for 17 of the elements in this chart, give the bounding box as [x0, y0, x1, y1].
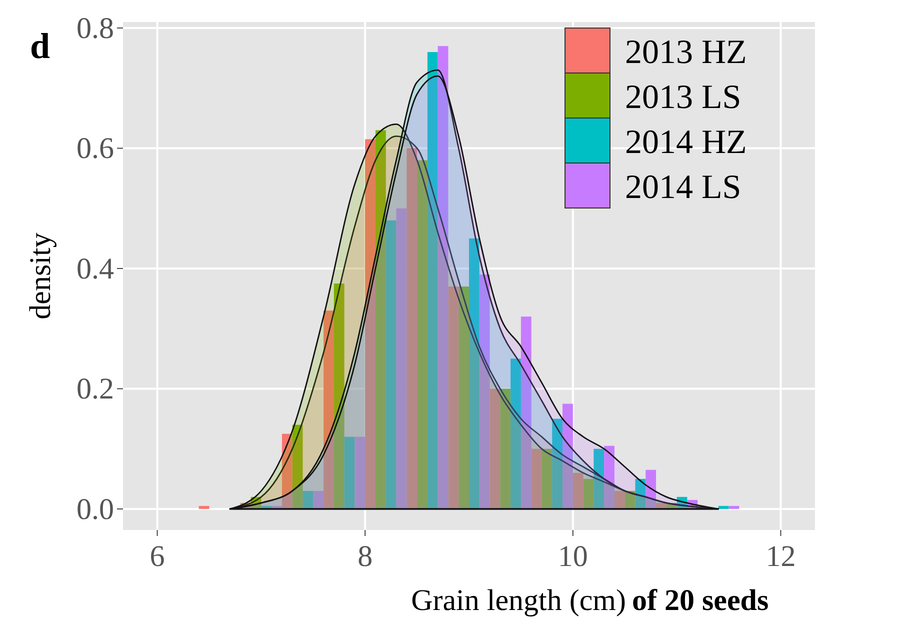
x-tick-label: 12	[766, 540, 796, 573]
chart-title: d	[30, 26, 50, 66]
y-tick-label: 0.0	[76, 492, 114, 526]
y-tick-label: 0.2	[76, 372, 114, 406]
x-axis-title: Grain length (cm)	[411, 584, 626, 617]
text: of 20 seeds	[632, 584, 769, 617]
legend-label: 2013 LS	[625, 79, 742, 116]
legend-label: 2014 LS	[625, 169, 742, 206]
y-tick-label: 0.4	[76, 252, 114, 286]
y-axis-title: density	[24, 232, 57, 320]
x-tick-label: 10	[558, 540, 588, 573]
x-tick-label: 6	[150, 540, 165, 573]
x-tick-label: 8	[358, 540, 373, 573]
legend-label: 2014 HZ	[625, 124, 747, 161]
legend-label: 2013 HZ	[625, 34, 747, 71]
y-tick-label: 0.6	[76, 132, 114, 166]
y-tick-label: 0.8	[76, 12, 114, 46]
